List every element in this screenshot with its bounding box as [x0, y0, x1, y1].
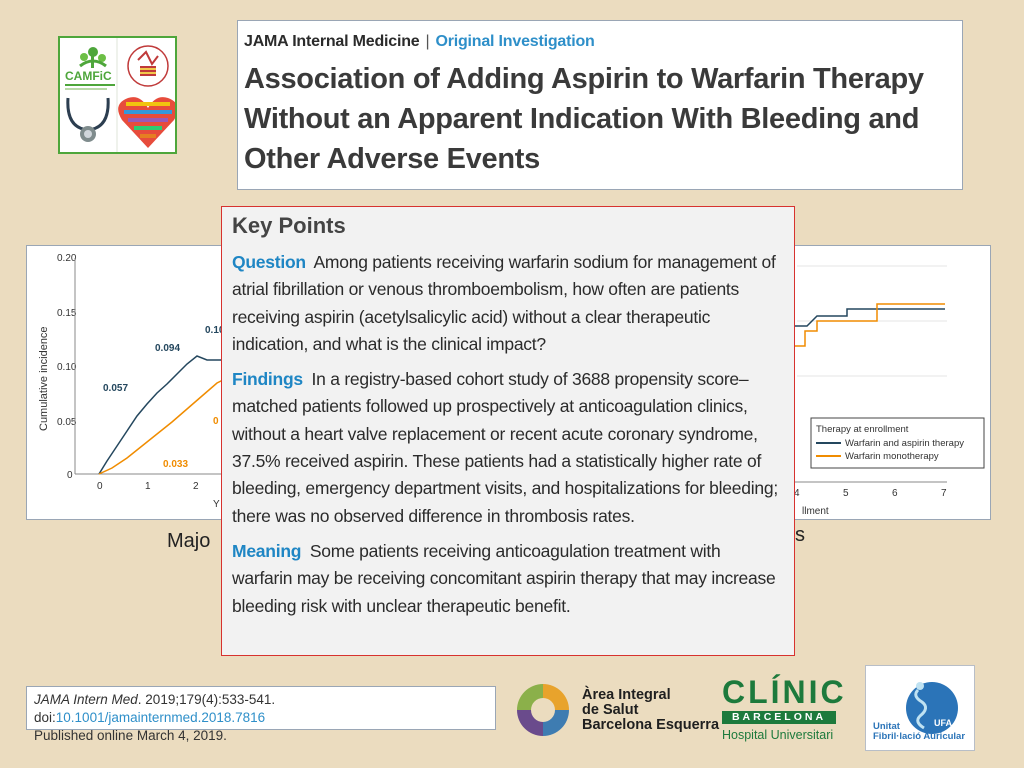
citation-doi-link[interactable]: 10.1001/jamainternmed.2018.7816 — [55, 710, 266, 725]
question-label: Question — [232, 252, 306, 272]
series-mono-right — [795, 303, 945, 347]
citation-line-1: JAMA Intern Med. 2019;179(4):533-541. do… — [34, 691, 488, 727]
annotation-mono: 0 — [213, 416, 219, 427]
aisbe-emblem-icon — [517, 684, 569, 736]
x-tick: 0 — [97, 481, 103, 492]
clinic-logo-name: CLÍNIC — [722, 674, 847, 710]
x-label-fragment: llment — [802, 506, 829, 517]
series-mono-left — [98, 377, 228, 475]
question-section: Question Among patients receiving warfar… — [232, 249, 784, 358]
annotation-aspirin: 0.094 — [155, 343, 180, 354]
annotation-aspirin: 0.057 — [103, 383, 128, 394]
findings-text: In a registry-based cohort study of 3688… — [232, 369, 778, 526]
heart-rhythm-icon — [914, 688, 927, 730]
meaning-text: Some patients receiving anticoagulation … — [232, 540, 776, 616]
article-title: Association of Adding Aspirin to Warfari… — [244, 63, 924, 175]
citation-box: JAMA Intern Med. 2019;179(4):533-541. do… — [26, 686, 496, 743]
clinic-logo-city: BARCELONA — [722, 711, 836, 724]
x-tick: 6 — [892, 488, 898, 499]
y-tick: 0.10 — [57, 362, 77, 373]
clinic-logo-hospital: Hospital Universitari — [722, 728, 834, 742]
findings-section: Findings In a registry-based cohort stud… — [232, 366, 784, 530]
x-tick: 7 — [941, 488, 947, 499]
x-tick: 2 — [193, 481, 199, 492]
ufa-line-1: Unitat — [873, 721, 900, 732]
legend-title: Therapy at enrollment — [816, 424, 909, 435]
legend-item-mono: Warfarin monotherapy — [845, 451, 939, 462]
key-points-box: Key Points Question Among patients recei… — [221, 206, 795, 656]
article-header-card: JAMA Internal Medicine | Original Investig… — [237, 20, 963, 190]
annotation-mono: 0.033 — [163, 459, 188, 470]
ufa-badge: UFA — [934, 718, 953, 728]
heart-icon — [118, 97, 178, 148]
legend-item-aspirin: Warfarin and aspirin therapy — [845, 438, 964, 449]
journal-line: JAMA Internal Medicine | Original Investig… — [244, 33, 956, 51]
aisbe-logo — [510, 680, 710, 740]
stethoscope-icon — [66, 97, 110, 142]
annotation-aspirin: 0.10 — [205, 325, 225, 336]
citation-line-2: Published online March 4, 2019. — [34, 728, 227, 743]
camfic-text: CAMFiC — [65, 69, 112, 83]
camfic-cardiology-logo: CAMFiC — [58, 36, 178, 154]
series-aspirin-right — [795, 308, 945, 327]
aisbe-line-3: Barcelona Esquerra — [582, 717, 720, 733]
tree-icon — [79, 47, 107, 68]
article-type: Original Investigation — [435, 33, 595, 50]
key-points-heading: Key Points — [232, 213, 346, 238]
caption-fragment-right: s — [795, 524, 805, 546]
y-tick: 0.20 — [57, 253, 77, 264]
chart-legend: Therapy at enrollment Warfarin and aspir… — [810, 417, 985, 469]
ufa-logo: UFA — [865, 665, 975, 751]
aisbe-line-1: Àrea Integral — [582, 687, 671, 703]
question-text: Among patients receiving warfarin sodium… — [232, 252, 776, 354]
cardiology-seal-icon — [127, 45, 169, 87]
caption-fragment-left: Majo — [167, 530, 211, 552]
findings-label: Findings — [232, 369, 303, 390]
ufa-line-2: Fibril·lació Auricular — [873, 731, 966, 742]
y-tick: 0.15 — [57, 308, 77, 319]
x-tick: 1 — [145, 481, 151, 492]
meaning-section: Meaning Some patients receiving anticoag… — [232, 538, 784, 620]
y-tick: 0 — [67, 470, 73, 481]
aisbe-line-2: de Salut — [582, 702, 639, 718]
aisbe-text: Àrea Integral de Salut Barcelona Esquerr… — [582, 688, 719, 733]
citation-journal: JAMA Intern Med — [34, 692, 138, 707]
x-tick: 5 — [843, 488, 849, 499]
ufa-text: Unitat Fibril·lació Auricular — [873, 722, 965, 742]
x-tick: 4 — [794, 488, 800, 499]
journal-name: JAMA Internal Medicine — [244, 33, 420, 50]
series-aspirin-left — [98, 355, 227, 475]
y-tick: 0.05 — [57, 417, 77, 428]
y-axis-label: Cumulative incidence — [38, 326, 50, 431]
citation-volume: . 2019;179(4):533-541. doi: — [34, 692, 276, 725]
journal-separator: | — [425, 33, 430, 50]
meaning-label: Meaning — [232, 540, 302, 561]
x-label-fragment: Y — [213, 499, 220, 510]
